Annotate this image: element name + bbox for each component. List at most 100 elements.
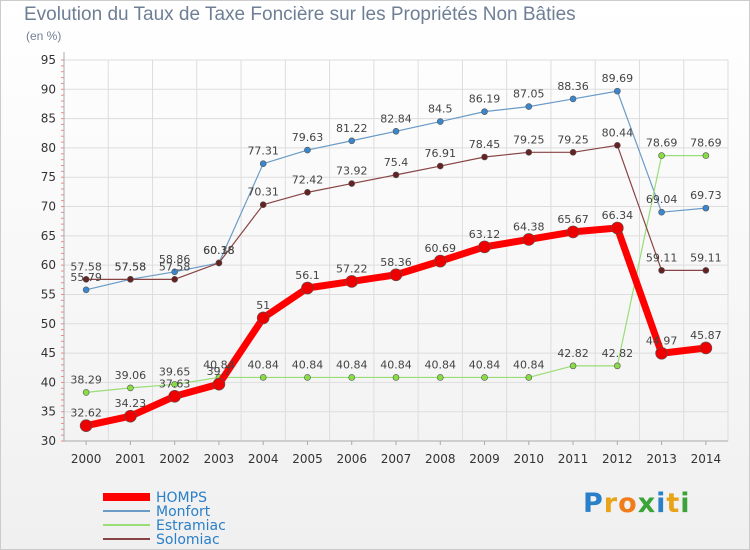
data-label-homps: 51 xyxy=(256,299,270,312)
data-point-homps xyxy=(79,419,93,432)
data-point-homps xyxy=(522,233,536,246)
data-label-estramiac: 78.69 xyxy=(646,137,678,150)
data-label-homps: 64.38 xyxy=(513,220,545,233)
data-label-monfort: 88.36 xyxy=(557,80,589,93)
logo-letter: r xyxy=(603,488,619,519)
x-tick-label: 2010 xyxy=(514,452,545,466)
logo-letter: i xyxy=(656,488,667,519)
data-label-homps: 34.23 xyxy=(115,397,147,410)
data-point-solomiac xyxy=(82,276,90,283)
data-point-monfort xyxy=(259,160,267,167)
data-point-monfort xyxy=(614,87,621,95)
logo-letter: x xyxy=(637,488,657,519)
chart-title: Evolution du Taux de Taxe Foncière sur l… xyxy=(24,4,576,25)
data-point-homps xyxy=(433,254,447,268)
legend-label-homps: HOMPS xyxy=(156,490,207,506)
data-label-solomiac: 76.91 xyxy=(425,147,457,160)
logo-letter: o xyxy=(618,488,638,519)
logo-letter: P xyxy=(583,488,604,519)
y-tick-label: 80 xyxy=(41,141,56,155)
data-label-estramiac: 40.84 xyxy=(336,358,368,371)
data-point-solomiac xyxy=(171,276,178,283)
data-label-solomiac: 57.58 xyxy=(70,260,102,273)
data-label-homps: 57.22 xyxy=(336,262,368,275)
data-point-homps xyxy=(699,341,713,355)
data-label-solomiac: 59.11 xyxy=(690,251,722,264)
y-tick-label: 90 xyxy=(41,82,56,96)
data-point-solomiac xyxy=(569,149,577,156)
data-label-solomiac: 70.31 xyxy=(247,186,279,199)
data-point-estramiac xyxy=(348,374,356,381)
legend-label-monfort: Monfort xyxy=(156,504,211,520)
data-point-estramiac xyxy=(392,374,400,381)
data-label-estramiac: 40.84 xyxy=(513,358,545,371)
y-tick-label: 45 xyxy=(41,346,56,360)
y-tick-label: 35 xyxy=(41,405,56,419)
data-point-homps xyxy=(345,275,359,288)
data-point-solomiac xyxy=(614,142,621,149)
x-tick-label: 2002 xyxy=(159,452,190,466)
data-point-homps xyxy=(301,281,314,295)
data-point-monfort xyxy=(569,95,577,103)
data-label-solomiac: 57.58 xyxy=(159,260,191,273)
data-point-estramiac xyxy=(614,362,621,370)
data-point-monfort xyxy=(304,146,311,154)
legend-label-solomiac: Solomiac xyxy=(156,532,220,548)
data-label-monfort: 58.86 xyxy=(159,253,191,266)
data-point-estramiac xyxy=(304,374,311,381)
data-label-estramiac: 42.82 xyxy=(557,347,589,360)
data-point-estramiac xyxy=(702,152,710,159)
data-point-monfort xyxy=(436,118,444,125)
data-label-homps: 60.69 xyxy=(425,242,457,255)
data-point-solomiac xyxy=(215,259,223,267)
logo-letter: i xyxy=(680,488,691,519)
x-tick-label: 2003 xyxy=(204,452,235,466)
grid-lines xyxy=(63,59,729,442)
data-label-estramiac: 78.69 xyxy=(690,137,722,150)
data-point-monfort xyxy=(82,286,90,294)
data-point-monfort xyxy=(658,208,665,216)
data-point-solomiac xyxy=(702,267,710,274)
x-tick-label: 2001 xyxy=(115,452,146,466)
x-tick-label: 2014 xyxy=(691,452,722,466)
data-point-homps xyxy=(256,311,270,325)
data-label-estramiac: 40.84 xyxy=(247,358,279,371)
series-layer xyxy=(79,87,713,432)
data-label-estramiac: 40.84 xyxy=(469,358,501,371)
x-tick-label: 2011 xyxy=(558,452,589,466)
data-label-solomiac: 60.18 xyxy=(203,244,235,257)
data-label-solomiac: 73.92 xyxy=(336,165,368,178)
data-point-homps xyxy=(389,268,403,282)
x-tick-label: 2005 xyxy=(292,452,323,466)
data-point-estramiac xyxy=(569,362,577,370)
data-label-estramiac: 40.84 xyxy=(292,358,324,371)
y-tick-label: 75 xyxy=(41,170,56,184)
x-tick-label: 2013 xyxy=(646,452,677,466)
data-point-solomiac xyxy=(525,149,533,156)
y-tick-label: 60 xyxy=(41,258,56,272)
data-point-monfort xyxy=(481,108,488,115)
data-label-estramiac: 40.84 xyxy=(425,358,457,371)
data-label-homps: 65.67 xyxy=(557,213,589,226)
data-point-solomiac xyxy=(348,180,356,187)
data-label-monfort: 82.84 xyxy=(380,112,412,125)
y-tick-label: 85 xyxy=(41,112,56,126)
data-label-estramiac: 42.82 xyxy=(602,347,634,360)
data-point-solomiac xyxy=(436,162,444,170)
data-point-monfort xyxy=(348,137,356,145)
data-label-homps: 32.62 xyxy=(70,407,102,420)
data-label-monfort: 84.5 xyxy=(428,103,453,116)
x-tick-label: 2004 xyxy=(248,452,279,466)
data-label-solomiac: 72.42 xyxy=(292,173,324,186)
data-point-estramiac xyxy=(82,389,90,396)
data-label-monfort: 69.73 xyxy=(690,189,722,202)
y-tick-label: 95 xyxy=(41,53,56,67)
axes: 30 35 40 45 50 55 60 65 70 75 80 85 90 95 2000 2001 2002… xyxy=(41,52,728,466)
data-point-solomiac xyxy=(392,171,400,179)
data-point-solomiac xyxy=(127,276,134,283)
data-label-solomiac: 78.45 xyxy=(469,138,501,151)
data-label-solomiac: 57.58 xyxy=(115,260,147,273)
data-point-homps xyxy=(611,221,624,235)
